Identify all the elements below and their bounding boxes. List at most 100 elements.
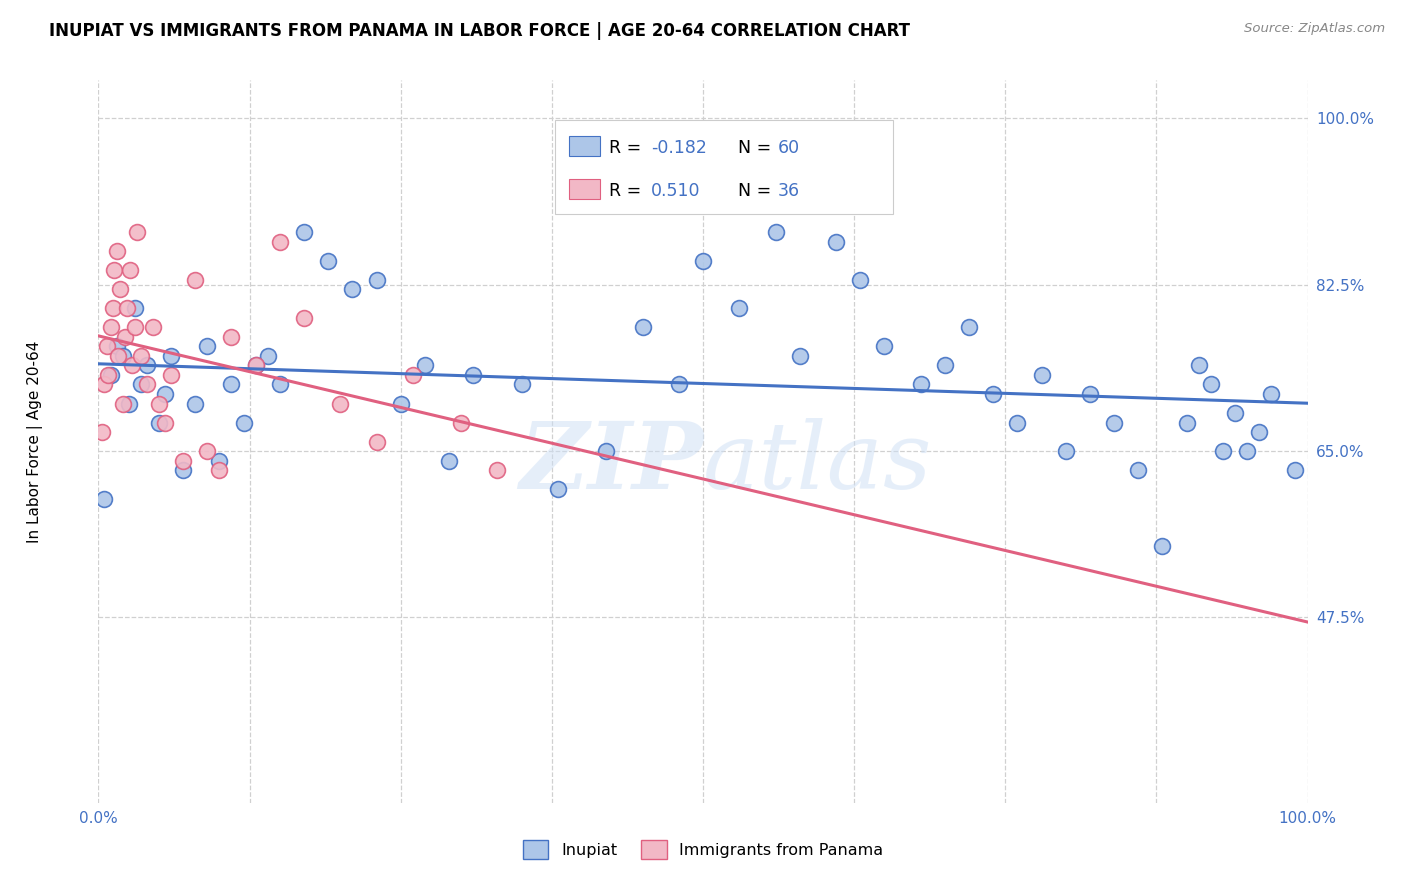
- Point: [789, 349, 811, 363]
- Point: [1175, 416, 1198, 430]
- Point: [1128, 463, 1150, 477]
- Text: N =: N =: [738, 139, 778, 157]
- Point: [160, 349, 183, 363]
- Point: [1102, 416, 1125, 430]
- Point: [127, 226, 149, 240]
- Point: [105, 339, 128, 353]
- Text: -0.182: -0.182: [651, 139, 707, 157]
- Point: [1212, 444, 1234, 458]
- Point: [101, 301, 124, 316]
- Point: [981, 387, 1004, 401]
- Point: [486, 463, 509, 477]
- Text: N =: N =: [738, 182, 778, 200]
- Point: [316, 253, 339, 268]
- Text: 36: 36: [778, 182, 800, 200]
- Point: [269, 235, 291, 249]
- Point: [245, 359, 267, 373]
- Point: [221, 377, 243, 392]
- Point: [957, 320, 980, 334]
- Point: [118, 396, 141, 410]
- Point: [148, 416, 170, 430]
- Point: [1007, 416, 1029, 430]
- Point: [93, 377, 115, 392]
- Point: [153, 416, 176, 430]
- Point: [1078, 387, 1101, 401]
- Point: [107, 349, 129, 363]
- Text: R =: R =: [609, 139, 647, 157]
- Point: [195, 339, 218, 353]
- Point: [124, 320, 146, 334]
- Point: [160, 368, 183, 382]
- Point: [292, 226, 315, 240]
- Point: [1054, 444, 1077, 458]
- Point: [1284, 463, 1306, 477]
- Point: [450, 416, 472, 430]
- Point: [100, 320, 122, 334]
- Point: [153, 387, 176, 401]
- Point: [631, 320, 654, 334]
- Text: R =: R =: [609, 182, 652, 200]
- Point: [100, 368, 122, 382]
- Point: [292, 310, 315, 325]
- Point: [825, 235, 848, 249]
- Point: [1223, 406, 1246, 420]
- Point: [1249, 425, 1271, 439]
- Point: [129, 377, 152, 392]
- Point: [114, 330, 136, 344]
- Point: [389, 396, 412, 410]
- Point: [97, 368, 120, 382]
- Point: [692, 253, 714, 268]
- Text: 0.510: 0.510: [651, 182, 700, 200]
- Point: [547, 482, 569, 496]
- Point: [510, 377, 533, 392]
- Text: INUPIAT VS IMMIGRANTS FROM PANAMA IN LABOR FORCE | AGE 20-64 CORRELATION CHART: INUPIAT VS IMMIGRANTS FROM PANAMA IN LAB…: [49, 22, 910, 40]
- Point: [93, 491, 115, 506]
- Point: [111, 396, 134, 410]
- Text: Source: ZipAtlas.com: Source: ZipAtlas.com: [1244, 22, 1385, 36]
- Point: [142, 320, 165, 334]
- Point: [121, 359, 143, 373]
- Point: [105, 244, 128, 259]
- Point: [1188, 359, 1211, 373]
- Point: [728, 301, 751, 316]
- Point: [96, 339, 118, 353]
- Point: [124, 301, 146, 316]
- Point: [463, 368, 485, 382]
- Point: [208, 463, 231, 477]
- Point: [245, 359, 267, 373]
- Point: [148, 396, 170, 410]
- Point: [437, 453, 460, 467]
- Point: [342, 282, 364, 296]
- Point: [232, 416, 254, 430]
- Point: [111, 349, 134, 363]
- Point: [1199, 377, 1222, 392]
- Point: [118, 263, 141, 277]
- Point: [366, 273, 388, 287]
- Point: [208, 453, 231, 467]
- Point: [329, 396, 352, 410]
- Point: [195, 444, 218, 458]
- Point: [135, 359, 157, 373]
- Point: [91, 425, 114, 439]
- Text: ZIP: ZIP: [519, 418, 703, 508]
- Point: [595, 444, 617, 458]
- Point: [184, 396, 207, 410]
- Text: 60: 60: [778, 139, 800, 157]
- Point: [103, 263, 125, 277]
- Point: [1031, 368, 1053, 382]
- Point: [849, 273, 872, 287]
- Point: [129, 349, 152, 363]
- Point: [668, 377, 690, 392]
- Point: [402, 368, 425, 382]
- Y-axis label: In Labor Force | Age 20-64: In Labor Force | Age 20-64: [27, 341, 42, 542]
- Legend: Inupiat, Immigrants from Panama: Inupiat, Immigrants from Panama: [517, 836, 889, 863]
- Point: [108, 282, 131, 296]
- Point: [873, 339, 896, 353]
- Point: [172, 463, 194, 477]
- Point: [221, 330, 243, 344]
- Point: [184, 273, 207, 287]
- Point: [413, 359, 436, 373]
- Point: [366, 434, 388, 449]
- Point: [1260, 387, 1282, 401]
- Point: [172, 453, 194, 467]
